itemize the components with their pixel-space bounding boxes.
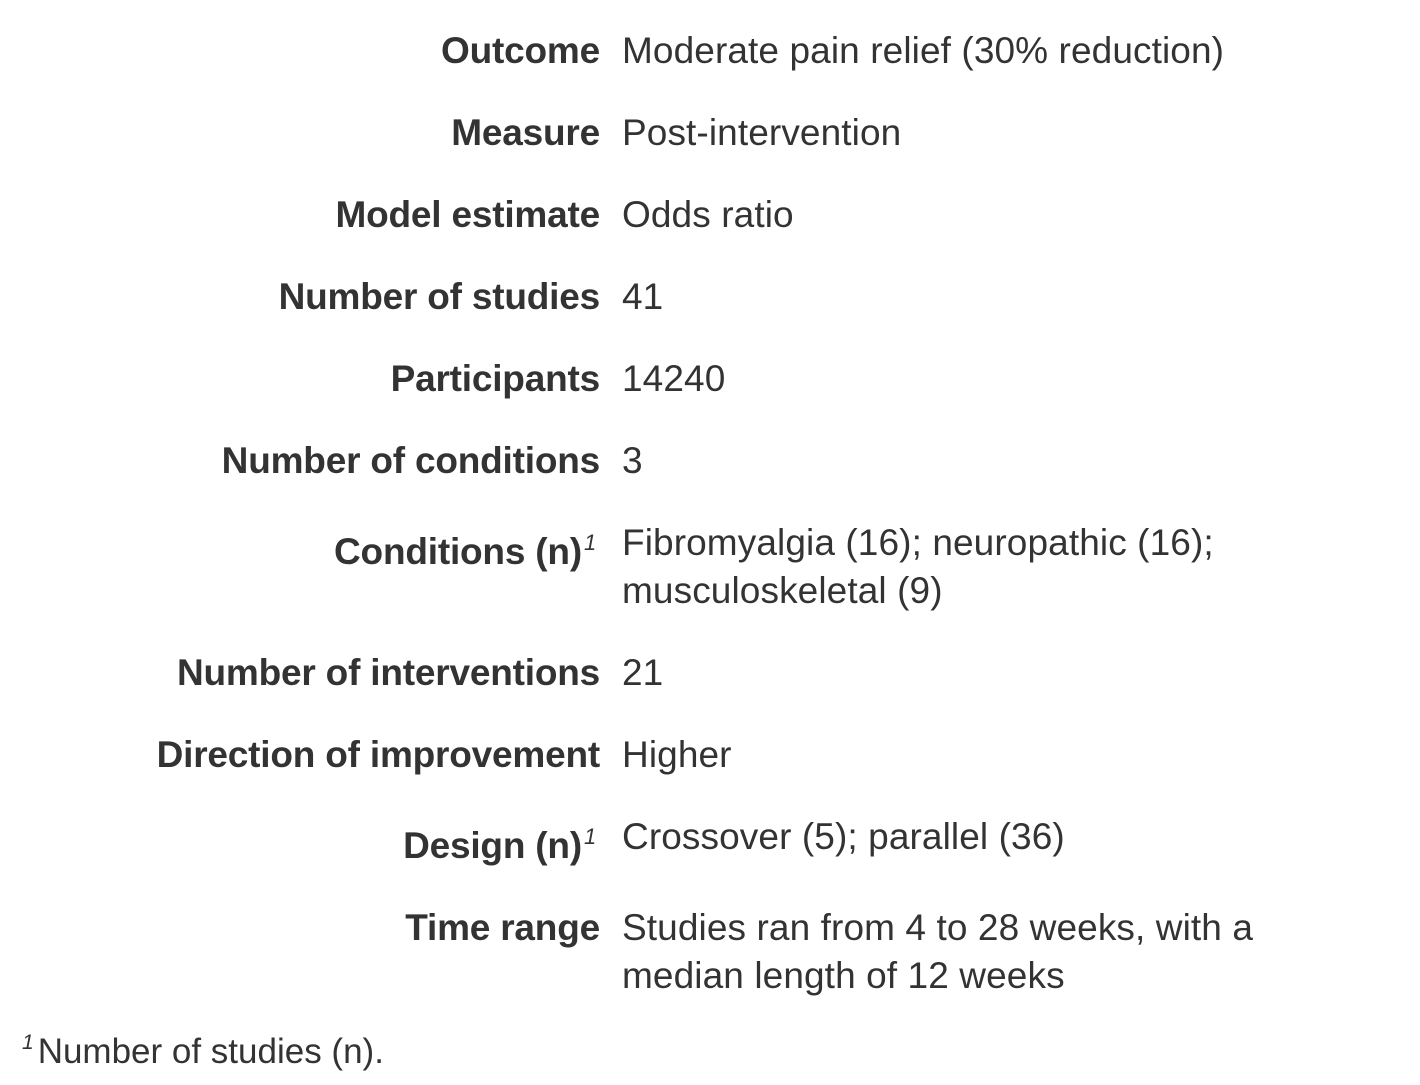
row-design: Design (n)1 Crossover (5); parallel (36) (0, 813, 1420, 870)
design-label-cell: Design (n)1 (0, 813, 600, 870)
row-model-estimate: Model estimate Odds ratio (0, 191, 1420, 239)
row-outcome: Outcome Moderate pain relief (30% reduct… (0, 27, 1420, 75)
number-of-studies-value: 41 (622, 276, 664, 317)
footnote: 1 Number of studies (n). (22, 1020, 384, 1075)
footnote-text: Number of studies (n). (37, 1032, 384, 1071)
footnote-mark: 1 (22, 1031, 34, 1054)
row-number-of-conditions: Number of conditions 3 (0, 437, 1420, 485)
conditions-label-cell: Conditions (n)1 (0, 519, 600, 576)
conditions-footnote-mark: 1 (583, 530, 596, 555)
participants-label: Participants (390, 358, 601, 399)
outcome-label: Outcome (441, 30, 600, 71)
direction-of-improvement-value: Higher (622, 734, 732, 775)
number-of-studies-label: Number of studies (278, 276, 601, 317)
row-time-range: Time range Studies ran from 4 to 28 week… (0, 904, 1420, 1000)
row-number-of-studies: Number of studies 41 (0, 273, 1420, 321)
design-footnote-mark: 1 (583, 824, 596, 849)
design-value: Crossover (5); parallel (36) (622, 816, 1065, 857)
row-direction-of-improvement: Direction of improvement Higher (0, 731, 1420, 779)
number-of-conditions-value: 3 (622, 440, 643, 481)
number-of-interventions-label: Number of interventions (177, 652, 600, 693)
number-of-interventions-value: 21 (622, 652, 664, 693)
model-estimate-label: Model estimate (335, 194, 601, 235)
measure-label: Measure (451, 112, 600, 153)
row-participants: Participants 14240 (0, 355, 1420, 403)
conditions-value: Fibromyalgia (16); neuropathic (16); mus… (622, 522, 1214, 611)
row-conditions: Conditions (n)1 Fibromyalgia (16); neuro… (0, 519, 1420, 615)
model-estimate-value: Odds ratio (622, 194, 794, 235)
time-range-label: Time range (405, 907, 600, 948)
measure-value: Post-intervention (622, 112, 902, 153)
summary-table: Outcome Moderate pain relief (30% reduct… (0, 27, 1420, 1034)
participants-value: 14240 (622, 358, 726, 399)
design-label: Design (n) (403, 825, 582, 866)
outcome-value: Moderate pain relief (30% reduction) (622, 30, 1225, 71)
number-of-conditions-label: Number of conditions (221, 440, 601, 481)
direction-of-improvement-label: Direction of improvement (156, 734, 601, 775)
row-measure: Measure Post-intervention (0, 109, 1420, 157)
time-range-value: Studies ran from 4 to 28 weeks, with a m… (622, 907, 1254, 996)
conditions-label: Conditions (n) (334, 531, 582, 572)
row-number-of-interventions: Number of interventions 21 (0, 649, 1420, 697)
